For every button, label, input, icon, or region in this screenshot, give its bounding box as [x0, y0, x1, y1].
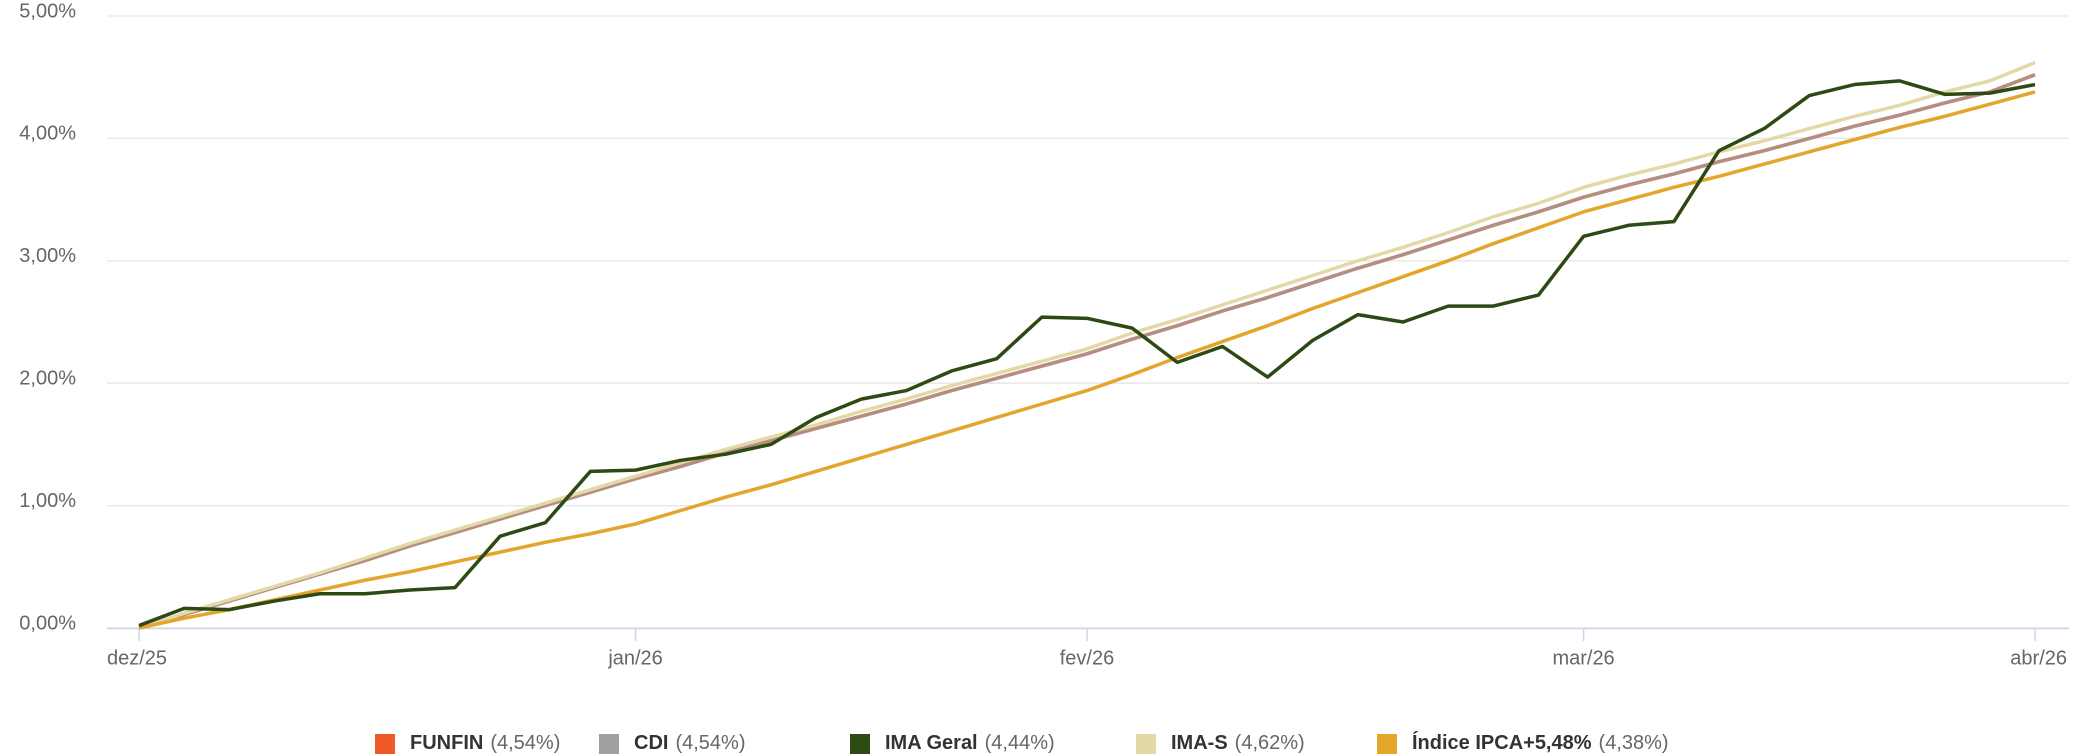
legend-item: Índice IPCA+5,48% (4,38%): [1377, 731, 1669, 754]
legend-item: FUNFIN (4,54%): [375, 732, 560, 754]
legend-swatch: [1377, 734, 1397, 754]
x-tick-label: jan/26: [607, 647, 663, 669]
y-tick-label: 1,00%: [19, 490, 76, 512]
legend-value: (4,44%): [985, 732, 1055, 754]
y-tick-label: 2,00%: [19, 367, 76, 389]
legend-label: FUNFIN (4,54%): [410, 732, 560, 754]
series-line: [138, 90, 2036, 630]
legend-swatch: [1136, 734, 1156, 754]
legend-label: Índice IPCA+5,48% (4,38%): [1412, 731, 1669, 754]
legend-name: CDI: [634, 732, 668, 754]
x-tick-label: dez/25: [107, 647, 167, 669]
x-tick-label: abr/26: [2010, 647, 2067, 669]
series-line: [138, 73, 2036, 630]
legend-value: (4,54%): [490, 732, 560, 754]
series-line: [138, 79, 2036, 628]
x-tick-label: mar/26: [1552, 647, 1614, 669]
legend-item: IMA-S (4,62%): [1136, 732, 1305, 754]
legend-swatch: [850, 734, 870, 754]
y-tick-label: 3,00%: [19, 245, 76, 267]
legend-value: (4,38%): [1599, 732, 1669, 754]
y-tick-label: 0,00%: [19, 612, 76, 634]
legend-value: (4,54%): [675, 732, 745, 754]
legend-label: IMA-S (4,62%): [1171, 732, 1305, 754]
legend-name: Índice IPCA+5,48%: [1412, 731, 1592, 754]
series-line: [138, 73, 2036, 630]
legend-name: IMA Geral: [885, 732, 978, 754]
legend-item: IMA Geral (4,44%): [850, 732, 1055, 754]
legend-label: IMA Geral (4,44%): [885, 732, 1055, 754]
legend-value: (4,62%): [1235, 732, 1305, 754]
legend-item: CDI (4,54%): [599, 732, 745, 754]
y-tick-label: 4,00%: [19, 123, 76, 145]
legend-swatch: [375, 734, 395, 754]
legend-swatch: [599, 734, 619, 754]
x-tick-label: fev/26: [1060, 647, 1114, 669]
legend-name: FUNFIN: [410, 732, 483, 754]
legend-label: CDI (4,54%): [634, 732, 745, 754]
y-tick-label: 5,00%: [19, 0, 76, 22]
legend-name: IMA-S: [1171, 732, 1228, 754]
